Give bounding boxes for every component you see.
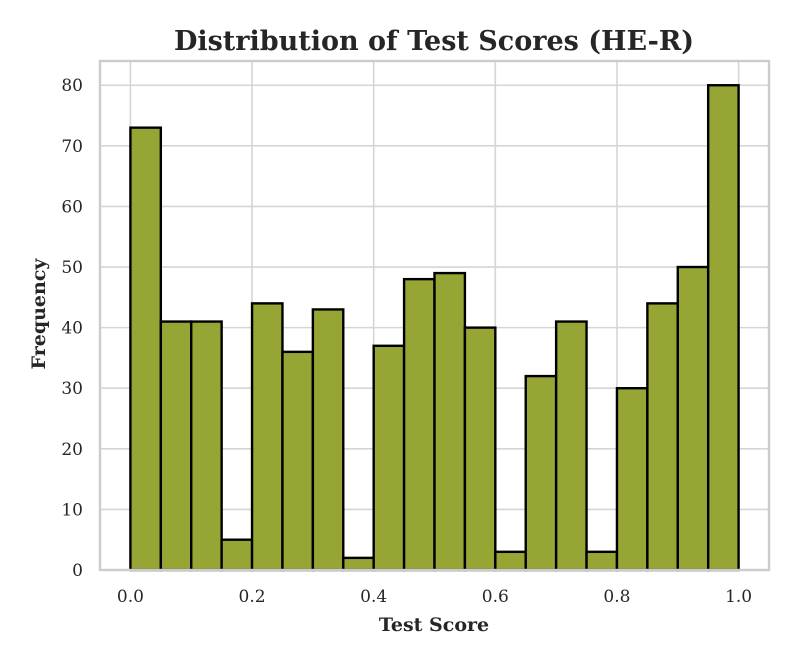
y-tick-label: 50 [61,258,83,278]
bars [129,84,740,572]
x-tick-label: 0.2 [239,587,266,607]
x-axis-label: Test Score [379,614,489,636]
x-tick-label: 0.6 [482,587,509,607]
histogram-bar [463,326,497,572]
histogram-bar [706,84,740,572]
histogram-bar [433,271,467,572]
histogram-bar [372,344,406,572]
histogram-bar [190,320,223,572]
histogram-bar [676,265,710,572]
y-axis-label: Frequency [28,258,50,370]
x-tick-label: 0.0 [117,587,144,607]
histogram-bar [250,302,284,572]
histogram-bar [402,277,436,572]
y-tick-label: 80 [61,76,83,96]
x-tick-label: 0.8 [603,587,630,607]
y-tick-label: 70 [61,137,83,157]
y-tick-label: 40 [61,319,83,339]
y-tick-label: 0 [72,561,83,581]
histogram-bar [342,556,375,572]
plot-frame [98,59,771,572]
histogram-bar [615,387,649,572]
histogram-bar [646,302,679,572]
histogram-bar [281,350,315,572]
histogram-bar [159,320,193,572]
x-tick-labels: 0.0 0.2 0.4 0.6 0.8 1.0 [117,587,752,607]
x-tick-label: 1.0 [725,587,752,607]
histogram-bar [524,374,558,572]
y-tick-label: 30 [61,379,83,399]
axes-frame [98,59,771,572]
histogram-bar [129,126,163,572]
chart-title: Distribution of Test Scores (HE-R) [174,26,694,57]
y-tick-labels: 0 10 20 30 40 50 60 70 80 [61,76,83,581]
y-tick-label: 10 [61,500,83,520]
histogram-bar [585,550,619,572]
histogram-bar [494,550,527,572]
x-tick-label: 0.4 [360,587,387,607]
histogram-bar [220,538,254,572]
y-tick-label: 60 [61,197,83,217]
histogram-bar [311,308,345,572]
histogram-bar [554,320,588,572]
y-tick-label: 20 [61,440,83,460]
